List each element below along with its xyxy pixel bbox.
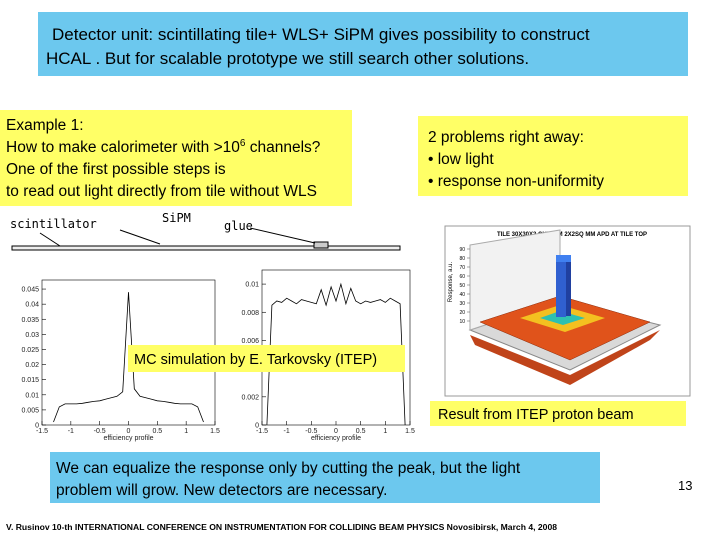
x-tick-label: 0.5 [152,428,162,435]
z-tick-label: 90 [459,247,465,253]
result-box [430,401,686,426]
conclusion-line: problem will grow. New detectors are nec… [56,482,387,499]
text: channels? [245,139,320,156]
x-tick-label: -0.5 [305,428,317,435]
header-box [38,12,688,76]
x-tick-label: 1.5 [210,428,220,435]
x-axis-label: efficiency profile [103,435,153,442]
y-tick-label: 0.01 [245,282,259,289]
label-scintillator: scintillator [10,217,97,231]
y-tick-label: 0.006 [241,338,259,345]
z-tick-label: 60 [459,274,465,280]
peak-top [556,255,571,262]
base-tiles [470,330,660,385]
peak-side [566,258,571,316]
z-tick-label: 20 [459,310,465,316]
y-tick-label: 0.015 [21,377,39,384]
x-tick-label: -1.5 [256,428,268,435]
x-tick-label: -1 [284,428,290,435]
label-glue: glue [224,219,253,233]
z-tick-label: 10 [459,319,465,325]
y-tick-label: 0.02 [25,362,39,369]
page-number: 13 [678,478,692,493]
problems-line: 2 problems right away: [428,129,584,146]
y-tick-label: 0.045 [21,287,39,294]
text: How to make calorimeter with >10 [6,139,240,156]
x-tick-label: 0 [127,428,131,435]
tile-sketch [11,227,401,251]
z-tick-label: 80 [459,256,465,262]
y-tick-label: 0.005 [21,407,39,414]
mc-text: MC simulation by E. Tarkovsky (ITEP) [134,352,377,368]
x-tick-label: -0.5 [94,428,106,435]
plot3-zlabel: Response, a.u. [448,261,454,302]
problems-line: • response non-uniformity [428,173,604,190]
y-tick-label: 0.04 [25,302,39,309]
x-tick-label: -1.5 [36,428,48,435]
y-tick-label: 0.01 [25,392,39,399]
superscript: 6 [240,138,246,149]
y-tick-label: 0.025 [21,347,39,354]
example-title: Example 1: [6,117,84,134]
3d-plot: TILE 30X30X3 CUB MM 2X2SQ MM APD AT TILE… [444,225,691,397]
x-tick-label: 1 [383,428,387,435]
z-tick-label: 70 [459,265,465,271]
result-text: Result from ITEP proton beam [438,407,634,423]
data-line [53,292,204,423]
peak [556,262,566,317]
conclusion-box [50,452,600,503]
header-line: HCAL . But for scalable prototype we sti… [46,49,529,68]
example-line: How to make calorimeter with >106 channe… [6,138,321,156]
problems-box [418,116,688,196]
mc-box [128,345,405,372]
label-sipm: SiPM [162,211,191,225]
y-tick-label: 0.002 [241,394,259,401]
y-tick-label: 0 [35,423,39,430]
x-tick-label: 1.5 [405,428,415,435]
x-tick-label: 1 [184,428,188,435]
z-tick-label: 40 [459,292,465,298]
z-tick-label: 30 [459,301,465,307]
x-axis-label: efficiency profile [311,435,361,442]
x-tick-label: 0.5 [356,428,366,435]
x-tick-label: 0 [334,428,338,435]
y-tick-label: 0 [255,423,259,430]
y-tick-label: 0.035 [21,317,39,324]
z-tick-label: 50 [459,283,465,289]
plot: 0 0.005 0.01 0.015 0.02 0.025 0.03 0.035 0.04 0.0… [21,279,220,442]
y-tick-label: 0.03 [25,332,39,339]
inner-ring [540,311,585,325]
plot3-title: TILE 30X30X3 CUB MM 2X2SQ MM APD AT TILE… [497,232,647,238]
problems-line: • low light [428,151,494,168]
x-tick-label: -1 [68,428,74,435]
footer: V. Rusinov 10-th INTERNATIONAL CONFERENC… [6,522,557,532]
conclusion-line: We can equalize the response only by cut… [56,460,521,477]
example-line: to read out light directly from tile wit… [6,183,317,200]
example-box [0,110,352,206]
header-line: Detector unit: scintillating tile+ WLS+ … [52,25,590,44]
y-tick-label: 0.008 [241,310,259,317]
data-line [266,282,406,426]
example-line: One of the first possible steps is [6,161,226,178]
